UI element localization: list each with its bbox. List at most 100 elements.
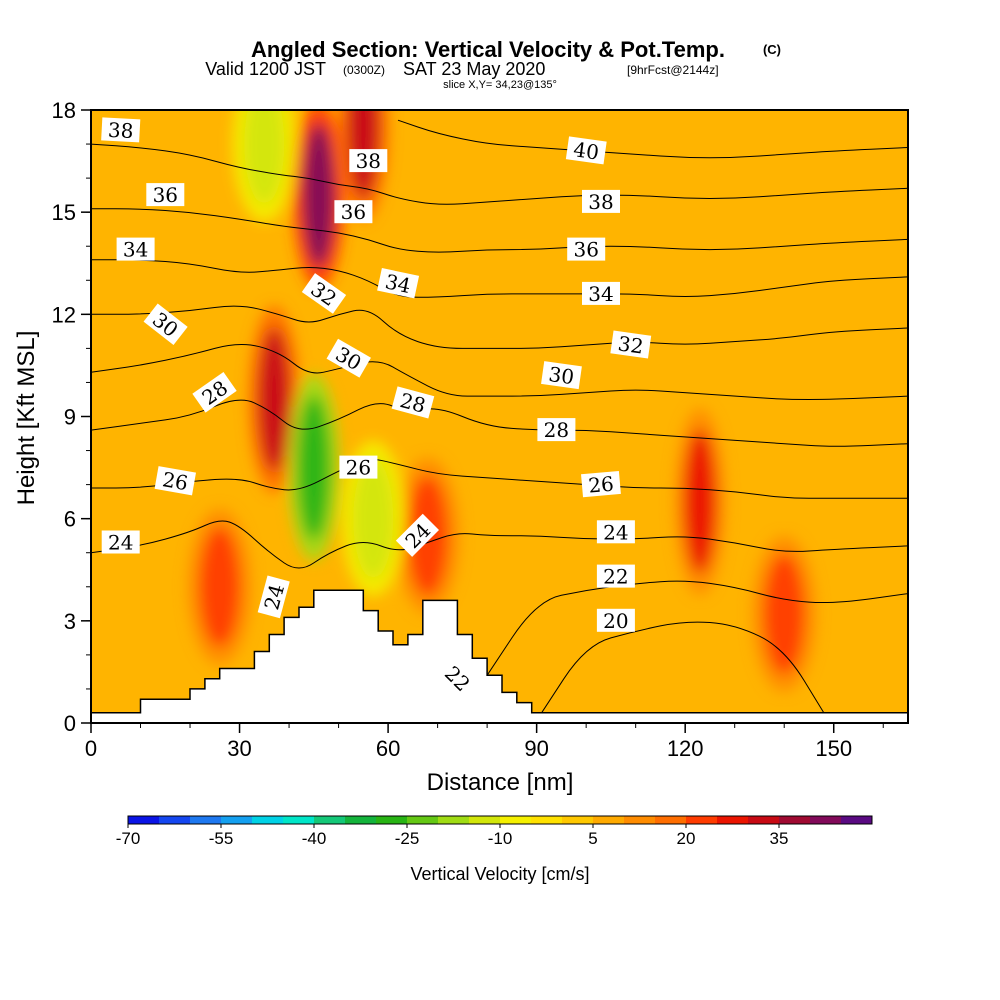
contour-label-text: 26: [346, 456, 371, 480]
colorbar-swatch: [717, 816, 749, 824]
velocity-cell: [199, 526, 240, 647]
contour-label-box: [334, 200, 373, 224]
colorbar-swatch: [283, 816, 315, 824]
y-tick-label: 9: [64, 405, 76, 430]
colorbar-tick-label: -70: [116, 829, 141, 848]
colorbar: -70 -55 -40 -25 -10 5 20 35: [116, 815, 873, 848]
contour-label: 38: [101, 117, 141, 143]
y-tick-label: 18: [52, 98, 76, 123]
contour-label: 20: [596, 608, 635, 633]
valid-prefix: Valid 1200 JST: [205, 59, 326, 79]
theta-isentropes: [91, 119, 908, 714]
isentrope-20: [541, 621, 825, 714]
contour-label-text: 36: [153, 183, 178, 207]
colorbar-swatch: [252, 816, 284, 824]
colorbar-swatch: [314, 816, 346, 824]
valid-time-line: Valid 1200 JST (0300Z) SAT 23 May 2020 […: [205, 59, 718, 79]
colorbar-swatch: [624, 816, 656, 824]
contour-label-box: [582, 281, 620, 305]
contour-label-box: [541, 361, 582, 390]
contour-label-box: [143, 303, 188, 345]
x-tick-label: 120: [667, 736, 704, 761]
contour-label: 28: [537, 418, 576, 442]
velocity-cell: [764, 554, 805, 675]
x-tick-label: 60: [376, 736, 400, 761]
title-units-mark: (C): [763, 42, 781, 57]
isentrope-30: [91, 344, 908, 401]
contour-label-text: 24: [603, 520, 628, 544]
colorbar-swatch: [562, 816, 594, 824]
x-tick-label: 90: [524, 736, 548, 761]
contour-label-box: [116, 237, 155, 261]
colorbar-swatch: [469, 816, 501, 824]
contour-label-text: 24: [108, 531, 133, 555]
contour-label-text: 34: [123, 238, 148, 262]
contour-label-text: 22: [603, 565, 628, 589]
colorbar-swatch: [438, 816, 470, 824]
contour-label: 40: [565, 136, 607, 165]
y-tick-label: 0: [64, 711, 76, 736]
colorbar-tick-label: -40: [302, 829, 327, 848]
isentrope-34: [91, 259, 908, 298]
contour-label: 38: [349, 149, 388, 173]
contour-label-box: [326, 338, 371, 378]
x-tick-label: 0: [85, 736, 97, 761]
contour-label: 24: [101, 530, 140, 555]
contour-label-box: [301, 273, 347, 314]
contour-label-text: 38: [107, 118, 134, 143]
contour-label: 34: [377, 268, 420, 299]
velocity-cell: [297, 395, 330, 540]
contour-label-text: 36: [341, 200, 366, 224]
contour-label-text: 26: [161, 467, 190, 495]
colorbar-swatch: [810, 816, 842, 824]
contour-label: 36: [334, 200, 373, 224]
contour-label-text: 38: [588, 190, 613, 214]
y-tick-label: 15: [52, 200, 76, 225]
contour-label-box: [377, 268, 420, 299]
contour-label-box: [391, 386, 435, 419]
colorbar-tick-label: 5: [588, 829, 597, 848]
contour-label-box: [192, 371, 237, 413]
colorbar-swatch: [748, 816, 780, 824]
contour-label: 36: [567, 237, 606, 262]
colorbar-swatch: [593, 816, 625, 824]
isentrope-32: [91, 305, 908, 349]
x-axis: 0 30 60 90 120 150: [85, 723, 884, 761]
contour-label-text: 40: [572, 137, 601, 164]
contour-label: 34: [582, 281, 620, 306]
contour-label: 26: [581, 470, 621, 498]
y-tick-label: 3: [64, 609, 76, 634]
contour-label: 34: [116, 237, 155, 262]
x-tick-label: 150: [815, 736, 852, 761]
contour-label-box: [339, 455, 378, 479]
valid-utc: (0300Z): [343, 63, 385, 77]
contour-label-text: 38: [356, 149, 381, 173]
y-tick-label: 6: [64, 507, 76, 532]
y-axis: 0 3 6 9 12 15 18: [52, 98, 91, 736]
contour-label-box: [349, 149, 388, 173]
x-tick-label: 30: [227, 736, 251, 761]
x-axis-label: Distance [nm]: [427, 769, 574, 796]
contour-label-box: [596, 520, 635, 544]
velocity-cell: [302, 123, 335, 268]
isentrope-22: [486, 580, 908, 676]
contour-label-text: 30: [547, 362, 576, 389]
contour-label-text: 32: [616, 331, 645, 358]
y-tick-label: 12: [52, 302, 76, 327]
slice-label: slice X,Y= 34,23@135°: [443, 79, 557, 91]
contour-label-box: [146, 183, 185, 207]
contour-label-text: 34: [383, 269, 413, 298]
contour-label-box: [582, 189, 620, 213]
colorbar-swatch: [407, 816, 439, 824]
terrain-mask: [91, 589, 908, 723]
contour-label-box: [101, 530, 140, 554]
velocity-cell: [353, 458, 394, 579]
contour-label-text: 34: [588, 282, 613, 306]
contour-label-box: [101, 117, 141, 143]
colorbar-swatch: [190, 816, 222, 824]
colorbar-tick-label: -55: [209, 829, 234, 848]
contour-label: 22: [596, 564, 635, 589]
colorbar-swatch: [655, 816, 687, 824]
plot-area: 3836343028262424323038363428262422403836…: [91, 110, 908, 723]
contour-label-box: [395, 513, 440, 557]
